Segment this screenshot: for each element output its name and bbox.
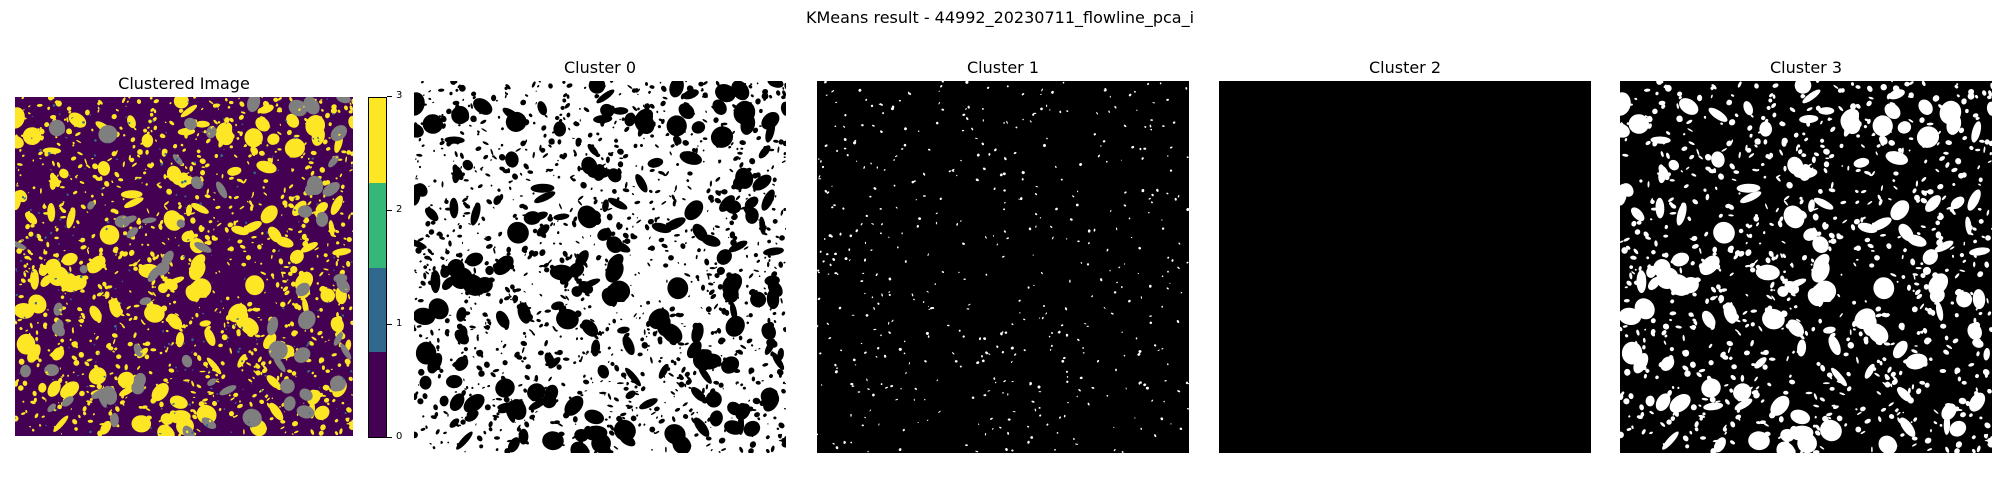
colorbar-tick-label-3: 3 <box>396 90 403 101</box>
colorbar-segment-3 <box>369 98 386 183</box>
cluster-3-title: Cluster 3 <box>1769 58 1843 77</box>
cluster-2-mask <box>1219 81 1591 453</box>
colorbar-tick <box>387 96 392 97</box>
colorbar-segment-0 <box>369 352 386 437</box>
clustered-image <box>15 97 353 436</box>
colorbar <box>368 97 387 438</box>
cluster-0-title: Cluster 0 <box>563 58 637 77</box>
colorbar-tick-label-2: 2 <box>396 204 403 215</box>
cluster-3-mask <box>1620 81 1992 453</box>
cluster-1-mask <box>817 81 1189 453</box>
colorbar-tick <box>387 437 392 438</box>
colorbar-segment-1 <box>369 267 386 353</box>
colorbar-segment-2 <box>369 182 386 268</box>
colorbar-tick-label-0: 0 <box>396 431 403 442</box>
figure-title: KMeans result - 44992_20230711_flowline_… <box>805 8 1195 27</box>
cluster-1-title: Cluster 1 <box>966 58 1040 77</box>
clustered-image-title: Clustered Image <box>118 74 250 93</box>
cluster-2-title: Cluster 2 <box>1368 58 1442 77</box>
colorbar-tick-label-1: 1 <box>396 318 403 329</box>
cluster-0-mask <box>414 81 786 453</box>
colorbar-tick <box>387 324 392 325</box>
colorbar-tick <box>387 210 392 211</box>
